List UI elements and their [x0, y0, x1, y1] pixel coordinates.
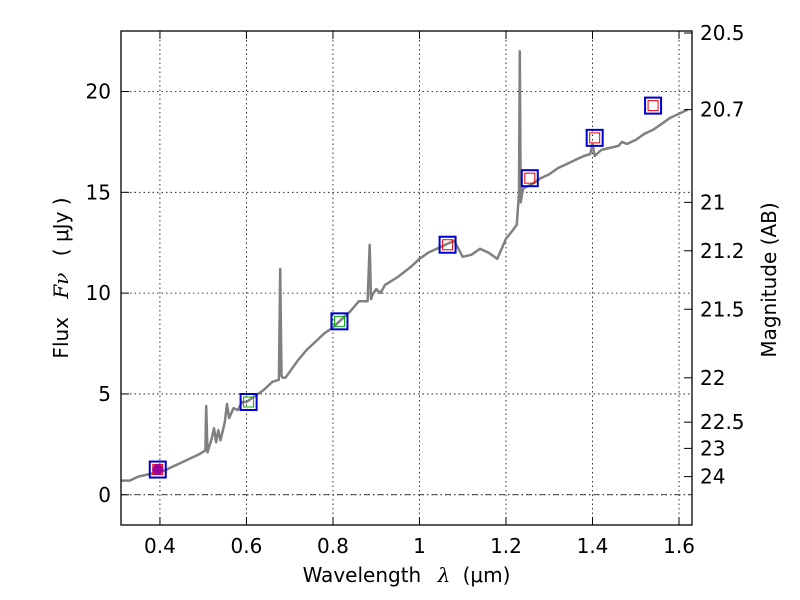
y2-tick-label: 20.7 — [700, 98, 745, 122]
y-tick-label: 5 — [98, 382, 111, 406]
y2-tick-label: 21 — [700, 190, 725, 214]
photometry-marker-H — [585, 128, 604, 147]
spectrum-line — [121, 49, 689, 482]
x-axis-label: Wavelength λ (μm) — [303, 563, 511, 587]
photometry-marker-u — [148, 460, 167, 479]
y-tick-label: 0 — [98, 483, 111, 507]
y2-axis-label: Magnitude (AB) — [757, 202, 781, 357]
x-tick-label: 1.4 — [577, 534, 609, 558]
y2-tick-label: 20.5 — [700, 21, 745, 45]
photometry-marker-g — [239, 393, 258, 412]
x-tick-label: 1.2 — [490, 534, 522, 558]
y-axis-label-text: Flux — [49, 317, 73, 359]
photometry-marker-inner-r — [333, 315, 345, 327]
photometry-marker-K — [644, 96, 663, 115]
y2-tick-label: 21.2 — [700, 239, 745, 263]
x-tick-label: 0.4 — [144, 534, 176, 558]
x-tick-label: 0.6 — [231, 534, 263, 558]
series-layer — [121, 49, 689, 482]
photometry-marker-inner-K — [647, 100, 659, 112]
plot-frame — [120, 30, 693, 526]
x-tick-label: 0.8 — [317, 534, 349, 558]
y-axis-label-symbol: Fν — [49, 273, 73, 300]
y-tick-label: 20 — [86, 79, 111, 103]
y2-tick-label: 23 — [700, 436, 725, 460]
x-axis-label-text: Wavelength — [303, 563, 422, 587]
y2-tick-label: 24 — [700, 465, 725, 489]
y-tick-label: 10 — [86, 281, 111, 305]
y2-tick-label: 22.5 — [700, 410, 745, 434]
photometry-marker-inner-J — [524, 172, 536, 184]
photometry-marker-z — [438, 235, 457, 254]
y2-tick-label: 21.5 — [700, 297, 745, 321]
x-axis-label-symbol: λ — [437, 563, 451, 587]
photometry-marker-inner-g — [243, 396, 255, 408]
photometry-marker-r — [330, 312, 349, 331]
x-tick-label: 1.6 — [663, 534, 695, 558]
y2-tick-label: 22 — [700, 366, 725, 390]
marker-layer — [148, 96, 663, 479]
tick-layer: 0.4 0.6 0.8 1 1.2 1.4 1.6 0 5 10 15 20 20.5 20.7 21 21.… — [86, 21, 745, 558]
photometry-marker-inner-z — [442, 239, 454, 251]
photometry-point-u — [152, 464, 164, 476]
y-tick-label: 15 — [86, 180, 111, 204]
y-axis-label-unit: ( μJy ) — [49, 197, 73, 256]
x-axis-label-unit: (μm) — [463, 563, 511, 587]
x-tick-label: 1 — [413, 534, 426, 558]
photometry-marker-inner-H — [589, 132, 601, 144]
photometry-marker-J — [520, 169, 539, 188]
y-axis-label: Flux Fν ( μJy ) — [49, 197, 73, 358]
